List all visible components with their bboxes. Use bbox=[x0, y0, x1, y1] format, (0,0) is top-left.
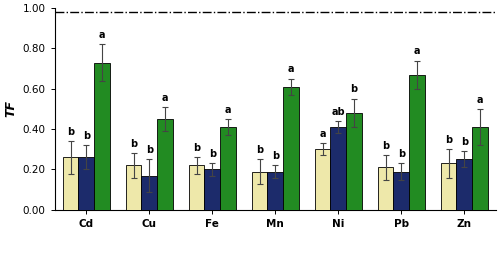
Bar bbox=[440, 164, 456, 210]
Text: a: a bbox=[99, 30, 105, 40]
Text: b: b bbox=[461, 137, 468, 147]
Bar bbox=[252, 172, 268, 210]
Bar bbox=[204, 169, 220, 210]
Bar bbox=[126, 165, 142, 210]
Bar bbox=[472, 127, 488, 210]
Y-axis label: TF: TF bbox=[4, 101, 17, 118]
Text: b: b bbox=[130, 139, 137, 149]
Bar bbox=[268, 172, 283, 210]
Text: b: b bbox=[256, 145, 263, 155]
Text: a: a bbox=[477, 95, 484, 105]
Text: a: a bbox=[320, 129, 326, 139]
Bar bbox=[78, 157, 94, 210]
Bar bbox=[456, 160, 472, 210]
Bar bbox=[314, 149, 330, 210]
Bar bbox=[188, 165, 204, 210]
Text: b: b bbox=[398, 149, 405, 159]
Bar bbox=[94, 63, 110, 210]
Text: a: a bbox=[225, 105, 232, 115]
Bar bbox=[220, 127, 236, 210]
Text: ab: ab bbox=[332, 107, 345, 117]
Text: b: b bbox=[193, 143, 200, 153]
Text: b: b bbox=[208, 149, 216, 159]
Bar bbox=[330, 127, 346, 210]
Bar bbox=[378, 168, 394, 210]
Text: a: a bbox=[288, 64, 294, 74]
Bar bbox=[409, 75, 425, 210]
Text: b: b bbox=[382, 141, 389, 151]
Bar bbox=[142, 176, 157, 210]
Bar bbox=[157, 119, 173, 210]
Text: b: b bbox=[445, 135, 452, 145]
Text: b: b bbox=[67, 127, 74, 137]
Text: b: b bbox=[146, 145, 153, 155]
Text: a: a bbox=[414, 46, 420, 56]
Text: b: b bbox=[272, 151, 279, 161]
Bar bbox=[346, 113, 362, 210]
Text: a: a bbox=[162, 93, 168, 102]
Bar bbox=[394, 172, 409, 210]
Text: b: b bbox=[82, 131, 90, 141]
Text: b: b bbox=[350, 84, 358, 94]
Bar bbox=[62, 157, 78, 210]
Bar bbox=[283, 87, 299, 210]
